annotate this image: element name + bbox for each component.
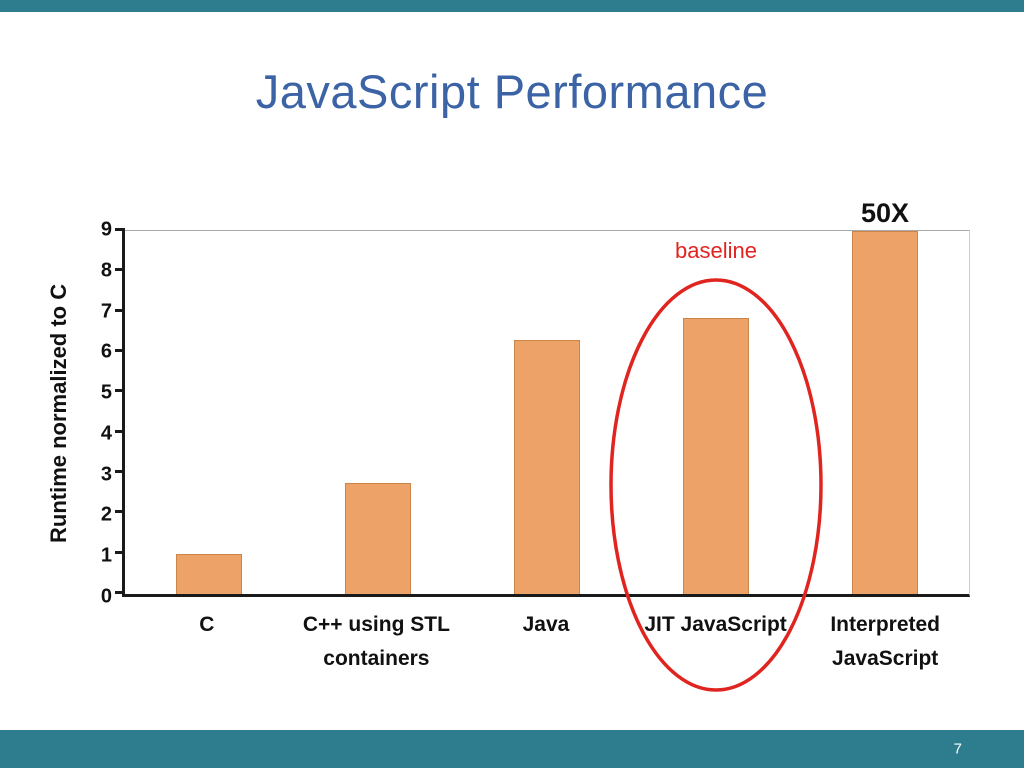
bar-slot [125,231,294,594]
bar-slot [294,231,463,594]
y-tick-label: 6 [100,340,112,363]
bar-c [176,553,243,594]
footer-bar: 7 [0,730,1024,768]
bar-interpreted-javascript [851,231,918,594]
y-tick-label: 5 [100,381,112,404]
y-tick-mark [115,470,125,473]
bar-slot [631,231,800,594]
plot-area [115,228,970,597]
bars [125,231,969,594]
y-tick-label: 7 [100,300,112,323]
x-axis-category-label: JIT JavaScript [644,613,787,636]
bar-jit-javascript [682,317,749,594]
y-tick-mark [115,349,125,352]
annotation-50x: 50X [860,198,910,228]
x-axis-labels: C C++ using STL containers Java JIT JavaScri… [122,608,970,675]
y-tick-mark [115,550,125,554]
y-tick-label: 8 [100,259,112,282]
y-tick-mark [115,510,125,514]
y-axis-title: Runtime normalized to C [46,283,71,543]
y-tick-label: 1 [100,544,112,567]
y-tick-label: 9 [100,218,112,241]
bar-c-using-stl-containers [345,483,412,594]
y-tick-mark [115,389,125,393]
y-tick-mark [115,429,125,433]
page-number: 7 [953,740,962,758]
bar-slot [800,231,969,594]
y-tick-label: 2 [100,503,112,526]
y-tick-mark [115,591,125,594]
bar-slot [463,231,632,594]
y-tick-label: 3 [100,463,112,486]
top-accent-bar [0,0,1024,12]
y-tick-mark [115,228,125,231]
x-axis-category-label: C [199,613,215,636]
annotation-baseline: baseline [675,238,757,263]
y-tick-mark [115,308,125,312]
x-axis-category-label: Java [522,613,570,636]
bar-java [513,339,580,594]
x-axis-category-label: C++ using STL containers [302,613,450,670]
x-axis-category-label: Interpreted JavaScript [830,613,941,670]
y-tick-label: 0 [100,585,112,608]
y-tick-mark [115,268,125,272]
y-tick-label: 4 [100,422,112,445]
slide-title: JavaScript Performance [255,65,769,118]
y-axis-ticks: 0 1 2 3 4 5 6 7 8 9 [78,219,112,608]
